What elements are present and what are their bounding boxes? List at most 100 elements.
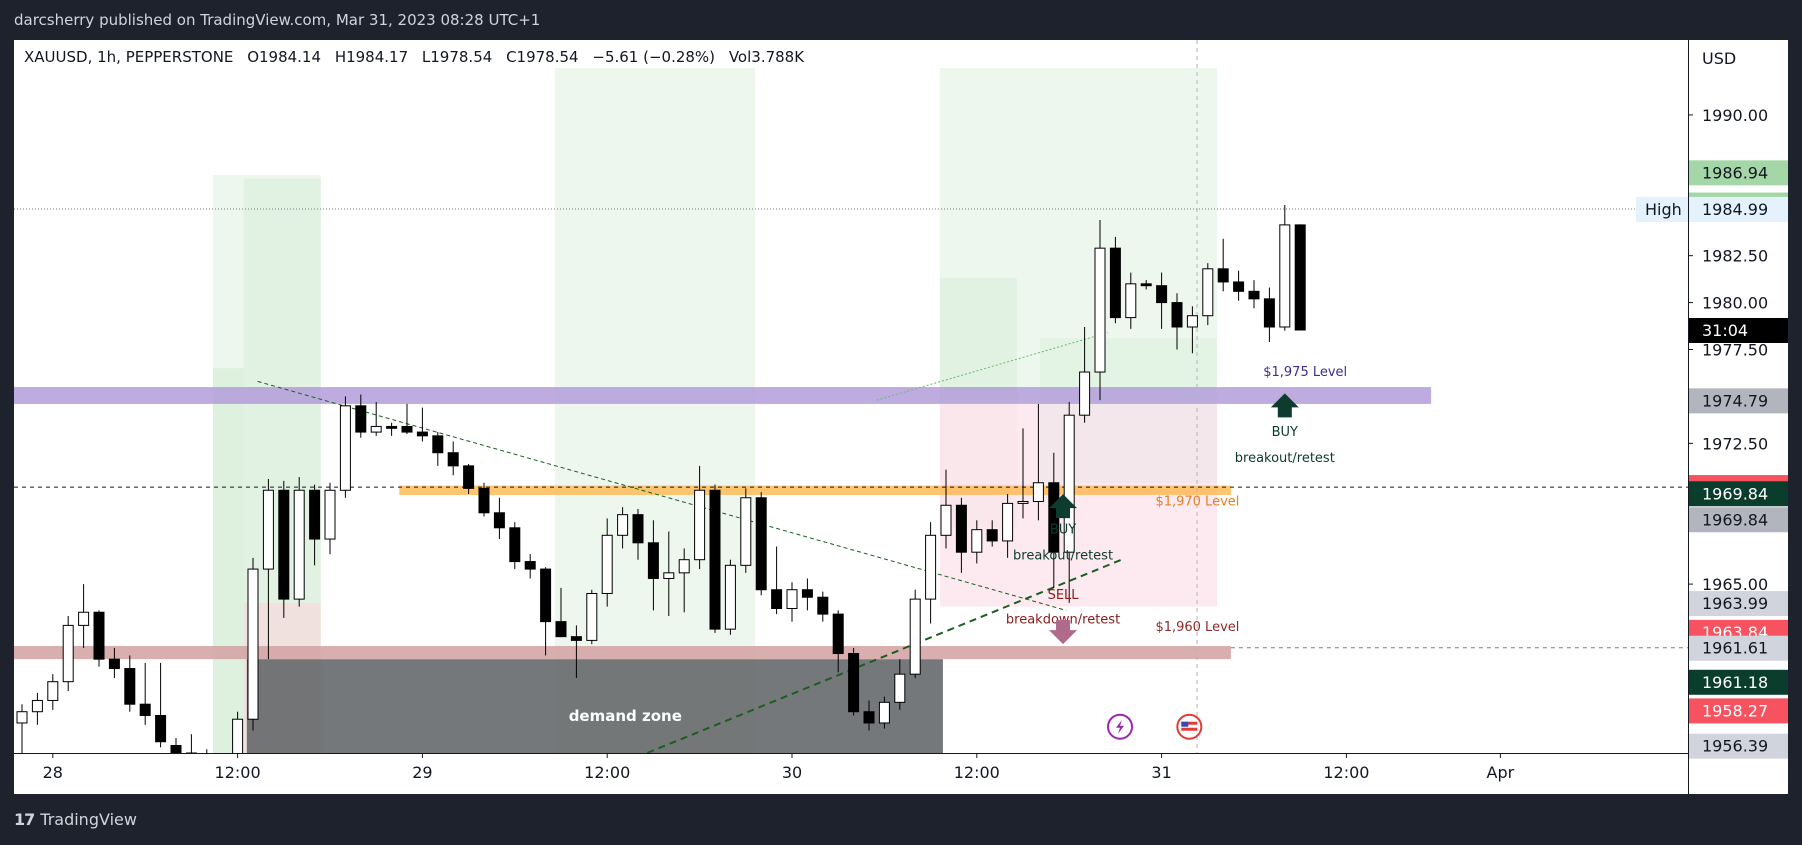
candle-body[interactable] bbox=[678, 559, 690, 574]
price-tick-label: 1965.00 bbox=[1702, 575, 1768, 594]
candle-body[interactable] bbox=[771, 589, 783, 609]
candle-body[interactable] bbox=[570, 636, 582, 641]
candle-body[interactable] bbox=[16, 711, 28, 724]
candle-body[interactable] bbox=[1202, 268, 1214, 317]
candle-body[interactable] bbox=[1217, 268, 1229, 283]
candle-body[interactable] bbox=[1263, 298, 1275, 328]
candle-body[interactable] bbox=[247, 568, 259, 720]
candle-body[interactable] bbox=[909, 598, 921, 675]
candle-body[interactable] bbox=[817, 596, 829, 615]
candle-body[interactable] bbox=[971, 529, 983, 553]
candle-body[interactable] bbox=[694, 489, 706, 561]
candle-body[interactable] bbox=[401, 425, 413, 433]
us-flag-icon[interactable] bbox=[1176, 713, 1203, 740]
candle-body[interactable] bbox=[478, 487, 490, 514]
plot-area[interactable]: demand zone $1,975 Level $1,970 Level $1,96… bbox=[14, 40, 1688, 791]
candle-body[interactable] bbox=[309, 489, 321, 540]
candle-body[interactable] bbox=[139, 703, 151, 716]
candle-body[interactable] bbox=[955, 504, 967, 553]
candle-body[interactable] bbox=[601, 534, 613, 594]
candle-body[interactable] bbox=[894, 673, 906, 703]
candle-body[interactable] bbox=[925, 534, 937, 600]
candle-body[interactable] bbox=[416, 431, 428, 437]
demand-zone[interactable] bbox=[246, 659, 943, 753]
candle-body[interactable] bbox=[1109, 247, 1121, 319]
candle-body[interactable] bbox=[632, 514, 644, 544]
candle-body[interactable] bbox=[755, 497, 767, 591]
candle-body[interactable] bbox=[709, 489, 721, 630]
candle-body[interactable] bbox=[386, 425, 398, 429]
candle-body[interactable] bbox=[663, 572, 675, 579]
candle-body[interactable] bbox=[278, 489, 290, 600]
candle-body[interactable] bbox=[262, 489, 274, 570]
chart-frame[interactable]: demand zone $1,975 Level $1,970 Level $1,96… bbox=[14, 40, 1788, 794]
candle-body[interactable] bbox=[586, 592, 598, 641]
candle-body[interactable] bbox=[1140, 283, 1152, 287]
arrow-up-icon[interactable] bbox=[1270, 393, 1299, 418]
candle-body[interactable] bbox=[432, 435, 444, 454]
candle-body[interactable] bbox=[986, 529, 998, 542]
candle-body[interactable] bbox=[108, 658, 120, 670]
candle-body[interactable] bbox=[724, 564, 736, 630]
candle-body[interactable] bbox=[1171, 302, 1183, 328]
candle-body[interactable] bbox=[370, 425, 382, 433]
arrow-up-icon[interactable] bbox=[1049, 494, 1078, 519]
candle-body[interactable] bbox=[31, 699, 43, 713]
candle-body[interactable] bbox=[155, 714, 167, 743]
candle-body[interactable] bbox=[1094, 247, 1106, 373]
time-tick-label: 12:00 bbox=[215, 763, 261, 782]
candle-body[interactable] bbox=[124, 668, 136, 705]
candle-body[interactable] bbox=[617, 514, 629, 536]
candle-body[interactable] bbox=[170, 744, 182, 753]
svg-text:1961.18: 1961.18 bbox=[1702, 673, 1768, 692]
candle-body[interactable] bbox=[1186, 315, 1198, 328]
candle-body[interactable] bbox=[1032, 482, 1044, 503]
candle-body[interactable] bbox=[1063, 414, 1075, 553]
candle-body[interactable] bbox=[647, 542, 659, 579]
candle-body[interactable] bbox=[555, 621, 567, 638]
candle-body[interactable] bbox=[62, 624, 74, 683]
candle-body[interactable] bbox=[1294, 224, 1306, 331]
candle-body[interactable] bbox=[447, 452, 459, 467]
candle-body[interactable] bbox=[848, 653, 860, 713]
candle-body[interactable] bbox=[202, 761, 212, 772]
arrow-down-icon[interactable] bbox=[1049, 620, 1078, 645]
candle-body[interactable] bbox=[509, 527, 521, 563]
candle-body[interactable] bbox=[493, 512, 505, 529]
candle-body[interactable] bbox=[293, 489, 305, 600]
candle-body[interactable] bbox=[1233, 281, 1245, 292]
candle-body[interactable] bbox=[1279, 224, 1291, 328]
candle-body[interactable] bbox=[1002, 502, 1014, 542]
candle-body[interactable] bbox=[801, 589, 813, 598]
candle-body[interactable] bbox=[740, 497, 752, 566]
level-band-1970[interactable] bbox=[399, 485, 1231, 495]
candle-body[interactable] bbox=[1017, 501, 1029, 504]
candle-body[interactable] bbox=[1156, 285, 1168, 304]
candle-body[interactable] bbox=[47, 681, 59, 701]
candle-body[interactable] bbox=[463, 465, 475, 489]
candle-body[interactable] bbox=[524, 561, 536, 570]
candle-body[interactable] bbox=[786, 589, 798, 609]
tradingview-logo-icon[interactable]: 17 bbox=[14, 810, 35, 829]
legend-symbol[interactable]: XAUUSD, 1h, PEPPERSTONE bbox=[24, 48, 234, 66]
candle-body[interactable] bbox=[93, 611, 105, 660]
candle-body[interactable] bbox=[1079, 371, 1091, 416]
candle-body[interactable] bbox=[878, 701, 890, 724]
level-band-1975[interactable] bbox=[14, 387, 1432, 404]
candle-body[interactable] bbox=[1125, 283, 1137, 319]
candle-body[interactable] bbox=[324, 489, 336, 540]
candle-body[interactable] bbox=[339, 405, 351, 491]
candle-body[interactable] bbox=[1248, 290, 1260, 300]
candle-body[interactable] bbox=[940, 504, 952, 536]
candle-body[interactable] bbox=[78, 611, 90, 626]
candle-body[interactable] bbox=[355, 405, 367, 433]
level-band-1960[interactable] bbox=[14, 646, 1231, 660]
candle-body[interactable] bbox=[863, 711, 875, 724]
candle-body[interactable] bbox=[232, 718, 244, 783]
lightning-icon[interactable] bbox=[1107, 713, 1134, 740]
candle-body[interactable] bbox=[540, 568, 552, 623]
footer-brand[interactable]: TradingView bbox=[40, 810, 137, 829]
candle-body[interactable] bbox=[832, 613, 844, 655]
candle-body[interactable] bbox=[185, 752, 197, 761]
candlestick-chart[interactable]: demand zone $1,975 Level $1,970 Level $1,96… bbox=[14, 40, 1788, 794]
